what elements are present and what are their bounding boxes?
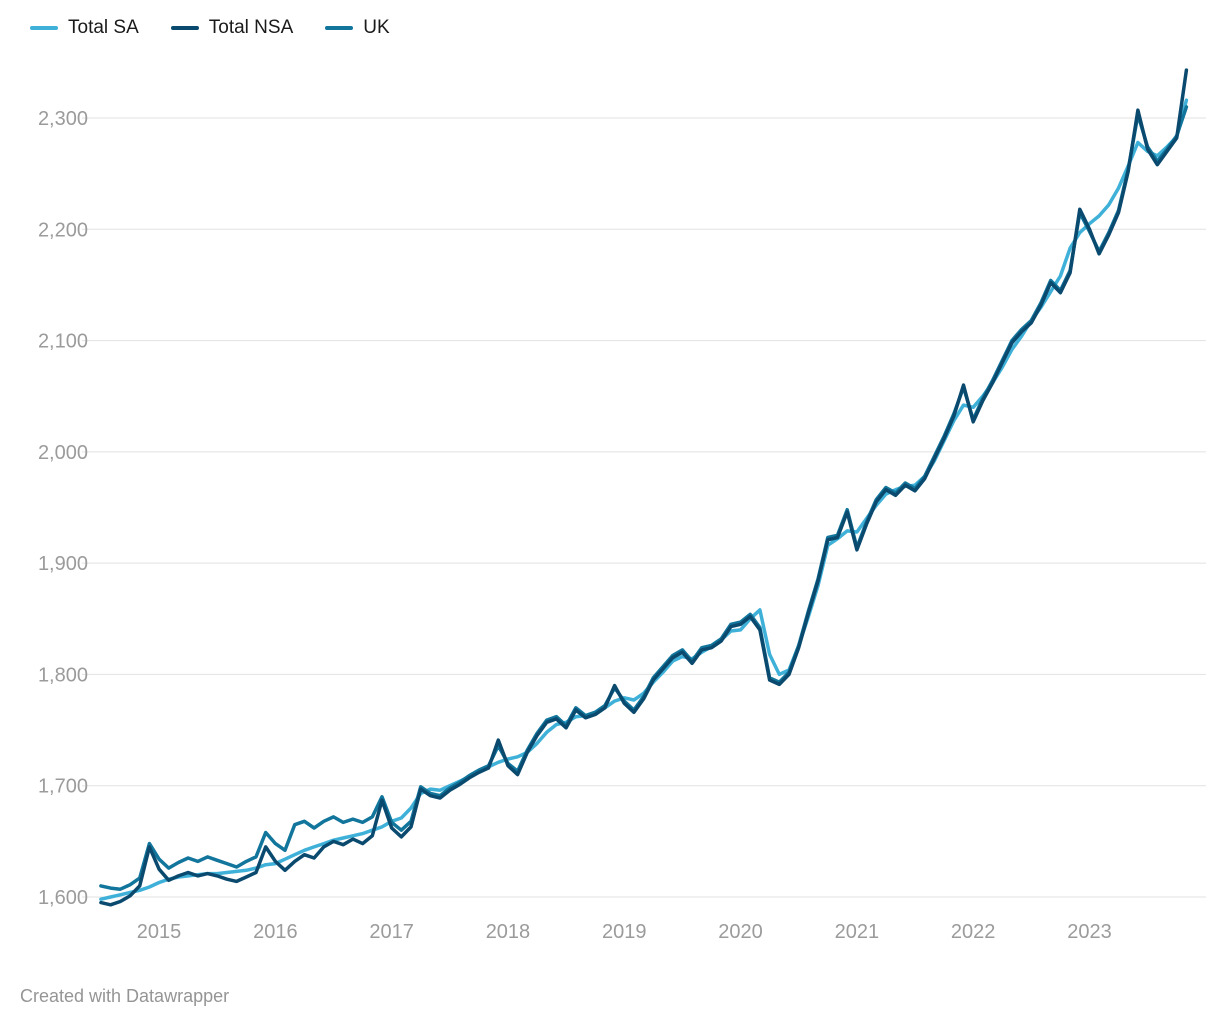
- x-tick-label-2023: 2023: [1067, 921, 1112, 943]
- legend-label-uk: UK: [363, 17, 390, 38]
- x-tick-label-2019: 2019: [602, 921, 647, 943]
- chart-legend: Total SA Total NSA UK: [30, 18, 390, 37]
- x-tick-label-2015: 2015: [137, 921, 182, 943]
- series-line-total-nsa: [99, 68, 1189, 907]
- legend-item-total-sa: Total SA: [30, 18, 139, 37]
- legend-swatch-total-nsa-icon: [170, 25, 199, 30]
- datawrapper-attribution-link[interactable]: Created with Datawrapper: [20, 986, 230, 1006]
- x-tick-label-2016: 2016: [253, 921, 298, 943]
- y-tick-label: 2,200: [38, 219, 88, 241]
- legend-swatch-total-sa-icon: [30, 25, 58, 30]
- x-tick-label-2017: 2017: [369, 921, 414, 943]
- legend-label-total-sa: Total SA: [68, 17, 139, 38]
- y-tick-label: 2,300: [38, 108, 88, 130]
- y-tick-label: 2,000: [38, 442, 88, 464]
- chart-svg: 1,600 1,700 1,800 1,900 2,000 2,100 2,200 2,300…: [38, 68, 1206, 943]
- legend-label-total-nsa: Total NSA: [208, 17, 294, 38]
- x-tick-label-2021: 2021: [835, 921, 880, 943]
- series-line-total-sa: [99, 98, 1189, 901]
- x-tick-label-2018: 2018: [486, 921, 531, 943]
- x-tick-label-2020: 2020: [718, 921, 763, 943]
- y-tick-label: 2,100: [38, 331, 88, 353]
- y-tick-label: 1,600: [38, 887, 88, 909]
- legend-item-uk: UK: [325, 17, 390, 38]
- line-chart: 1,600 1,700 1,800 1,900 2,000 2,100 2,200 2,300…: [38, 68, 1206, 943]
- y-tick-label: 1,700: [38, 776, 88, 798]
- x-tick-label-2022: 2022: [951, 921, 996, 943]
- legend-item-total-nsa: Total NSA: [170, 17, 294, 38]
- y-tick-label: 1,800: [38, 664, 88, 686]
- series-line-uk: [99, 105, 1189, 891]
- y-tick-label: 1,900: [38, 553, 88, 575]
- legend-swatch-uk-icon: [325, 25, 354, 30]
